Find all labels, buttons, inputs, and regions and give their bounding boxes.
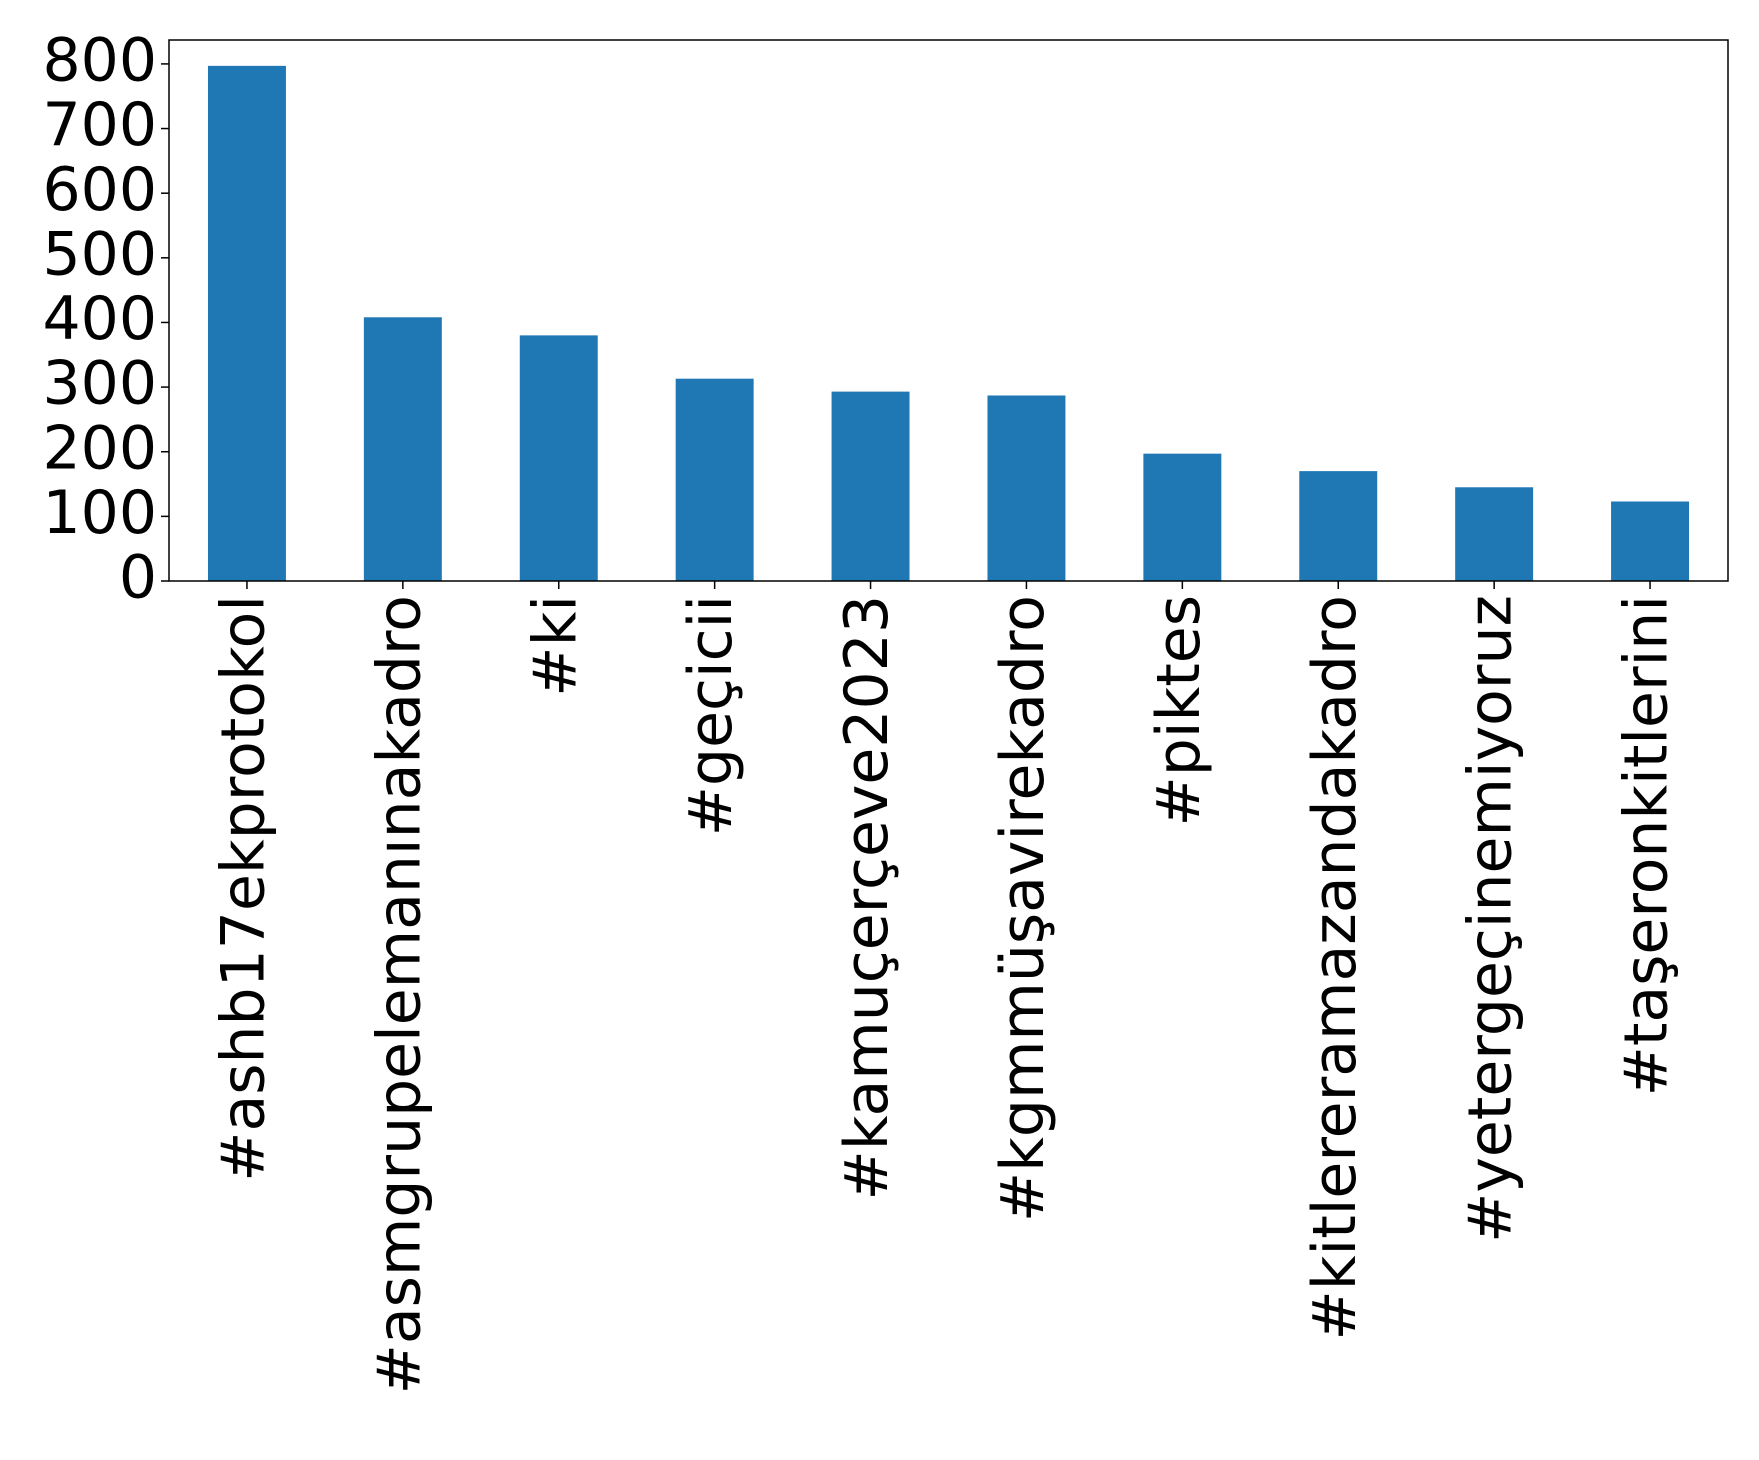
y-tick-label: 300: [42, 349, 157, 419]
bar: [831, 391, 910, 581]
bar: [207, 65, 286, 581]
x-tick-label: #geçicii: [676, 595, 746, 836]
x-tick-label: #kgmmüşavirekadro: [988, 595, 1058, 1222]
bar: [1143, 453, 1222, 581]
bar: [519, 335, 598, 581]
x-tick-label: #taşeronkitlerini: [1612, 595, 1682, 1096]
x-tick-label: #ki: [520, 595, 590, 697]
bar: [987, 395, 1066, 581]
bar: [675, 378, 754, 581]
x-tick-label: #kamuçerçeve2023: [832, 595, 902, 1200]
y-tick-label: 200: [42, 413, 157, 483]
x-tick-label: #kitlereramazandakadro: [1300, 595, 1370, 1340]
x-tick-label: #ashb17ekprotokol: [209, 595, 279, 1182]
y-tick-label: 800: [42, 26, 157, 96]
plot-frame: [168, 39, 1729, 582]
y-tick-label: 100: [42, 478, 157, 548]
y-tick-label: 700: [42, 90, 157, 160]
bar: [1611, 501, 1690, 581]
bar: [363, 317, 442, 581]
bar: [1455, 487, 1534, 581]
y-tick-label: 600: [42, 155, 157, 225]
y-tick-label: 0: [119, 543, 157, 613]
x-tick-label: #piktes: [1144, 595, 1214, 826]
x-tick-label: #yetergeçinemiyoruz: [1456, 595, 1526, 1243]
y-tick-label: 500: [42, 219, 157, 289]
x-tick-label: #asmgrupelemanınakadro: [364, 595, 434, 1394]
bar: [1299, 471, 1378, 581]
y-tick-label: 400: [42, 284, 157, 354]
